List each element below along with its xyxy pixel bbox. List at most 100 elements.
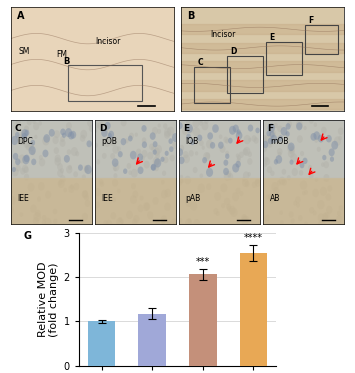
Circle shape: [296, 122, 302, 130]
Circle shape: [73, 183, 79, 190]
Circle shape: [269, 129, 276, 138]
Circle shape: [186, 124, 193, 133]
Circle shape: [68, 132, 74, 140]
Circle shape: [28, 183, 34, 192]
Circle shape: [313, 131, 320, 140]
Circle shape: [226, 204, 231, 210]
Circle shape: [241, 214, 247, 222]
Circle shape: [113, 167, 117, 171]
Circle shape: [320, 187, 327, 196]
Circle shape: [308, 165, 312, 170]
Circle shape: [326, 135, 332, 142]
Circle shape: [179, 157, 185, 164]
Circle shape: [123, 169, 127, 174]
Circle shape: [205, 153, 210, 159]
Circle shape: [163, 123, 168, 129]
Circle shape: [202, 145, 205, 150]
Circle shape: [322, 155, 327, 160]
Circle shape: [289, 150, 293, 154]
Circle shape: [80, 130, 87, 139]
Circle shape: [264, 157, 270, 165]
Circle shape: [295, 197, 301, 203]
Circle shape: [112, 159, 119, 167]
Circle shape: [264, 163, 267, 167]
Circle shape: [16, 118, 21, 125]
Circle shape: [154, 148, 160, 156]
Circle shape: [58, 181, 62, 185]
Circle shape: [12, 167, 18, 176]
Circle shape: [304, 222, 308, 226]
Circle shape: [153, 150, 157, 155]
Circle shape: [13, 153, 18, 160]
Circle shape: [167, 126, 174, 136]
Circle shape: [206, 168, 213, 177]
Circle shape: [323, 174, 329, 182]
Circle shape: [203, 152, 210, 161]
Circle shape: [277, 181, 281, 186]
Text: ***: ***: [196, 257, 210, 267]
Circle shape: [58, 179, 65, 188]
Circle shape: [308, 173, 313, 179]
Circle shape: [142, 137, 146, 143]
Bar: [189, 274, 217, 366]
Text: F: F: [267, 123, 274, 132]
Circle shape: [269, 131, 275, 138]
Circle shape: [154, 158, 161, 167]
Bar: [266, 42, 302, 75]
Circle shape: [278, 152, 282, 157]
Circle shape: [248, 125, 253, 132]
Circle shape: [64, 188, 67, 192]
Circle shape: [138, 205, 143, 212]
Circle shape: [268, 138, 273, 144]
Circle shape: [243, 171, 250, 180]
Circle shape: [131, 183, 136, 189]
Circle shape: [37, 197, 41, 201]
Text: Incisor: Incisor: [210, 29, 236, 38]
Text: A: A: [17, 10, 25, 21]
Circle shape: [155, 145, 162, 154]
Circle shape: [296, 203, 300, 207]
Text: B: B: [187, 10, 195, 21]
Circle shape: [84, 166, 89, 173]
Circle shape: [97, 122, 104, 130]
Circle shape: [242, 179, 248, 187]
Circle shape: [103, 138, 111, 147]
Circle shape: [219, 134, 223, 139]
Circle shape: [100, 181, 104, 187]
Circle shape: [278, 135, 283, 142]
Circle shape: [186, 199, 192, 207]
Circle shape: [279, 211, 283, 215]
Circle shape: [327, 185, 332, 191]
Circle shape: [291, 168, 298, 176]
Circle shape: [235, 161, 241, 167]
Circle shape: [43, 150, 49, 157]
Text: D: D: [230, 47, 236, 56]
Circle shape: [151, 164, 156, 171]
Circle shape: [73, 171, 78, 178]
Circle shape: [300, 151, 304, 156]
Text: E: E: [183, 123, 189, 132]
Circle shape: [42, 220, 46, 225]
Circle shape: [264, 157, 269, 163]
Circle shape: [22, 133, 27, 140]
Circle shape: [285, 123, 291, 130]
Circle shape: [24, 166, 29, 173]
Circle shape: [33, 122, 39, 130]
Circle shape: [302, 158, 307, 164]
Circle shape: [218, 142, 224, 149]
Circle shape: [89, 125, 94, 132]
Text: mOB: mOB: [270, 137, 288, 146]
Circle shape: [179, 181, 182, 185]
Circle shape: [144, 203, 150, 210]
Text: F: F: [308, 16, 313, 25]
Circle shape: [24, 173, 29, 180]
Text: IEE: IEE: [17, 194, 29, 203]
Circle shape: [300, 181, 307, 190]
Circle shape: [264, 214, 270, 222]
Circle shape: [126, 210, 133, 219]
Circle shape: [9, 189, 13, 194]
Circle shape: [223, 137, 228, 143]
Circle shape: [193, 219, 200, 228]
Circle shape: [239, 151, 244, 158]
Circle shape: [28, 142, 34, 151]
